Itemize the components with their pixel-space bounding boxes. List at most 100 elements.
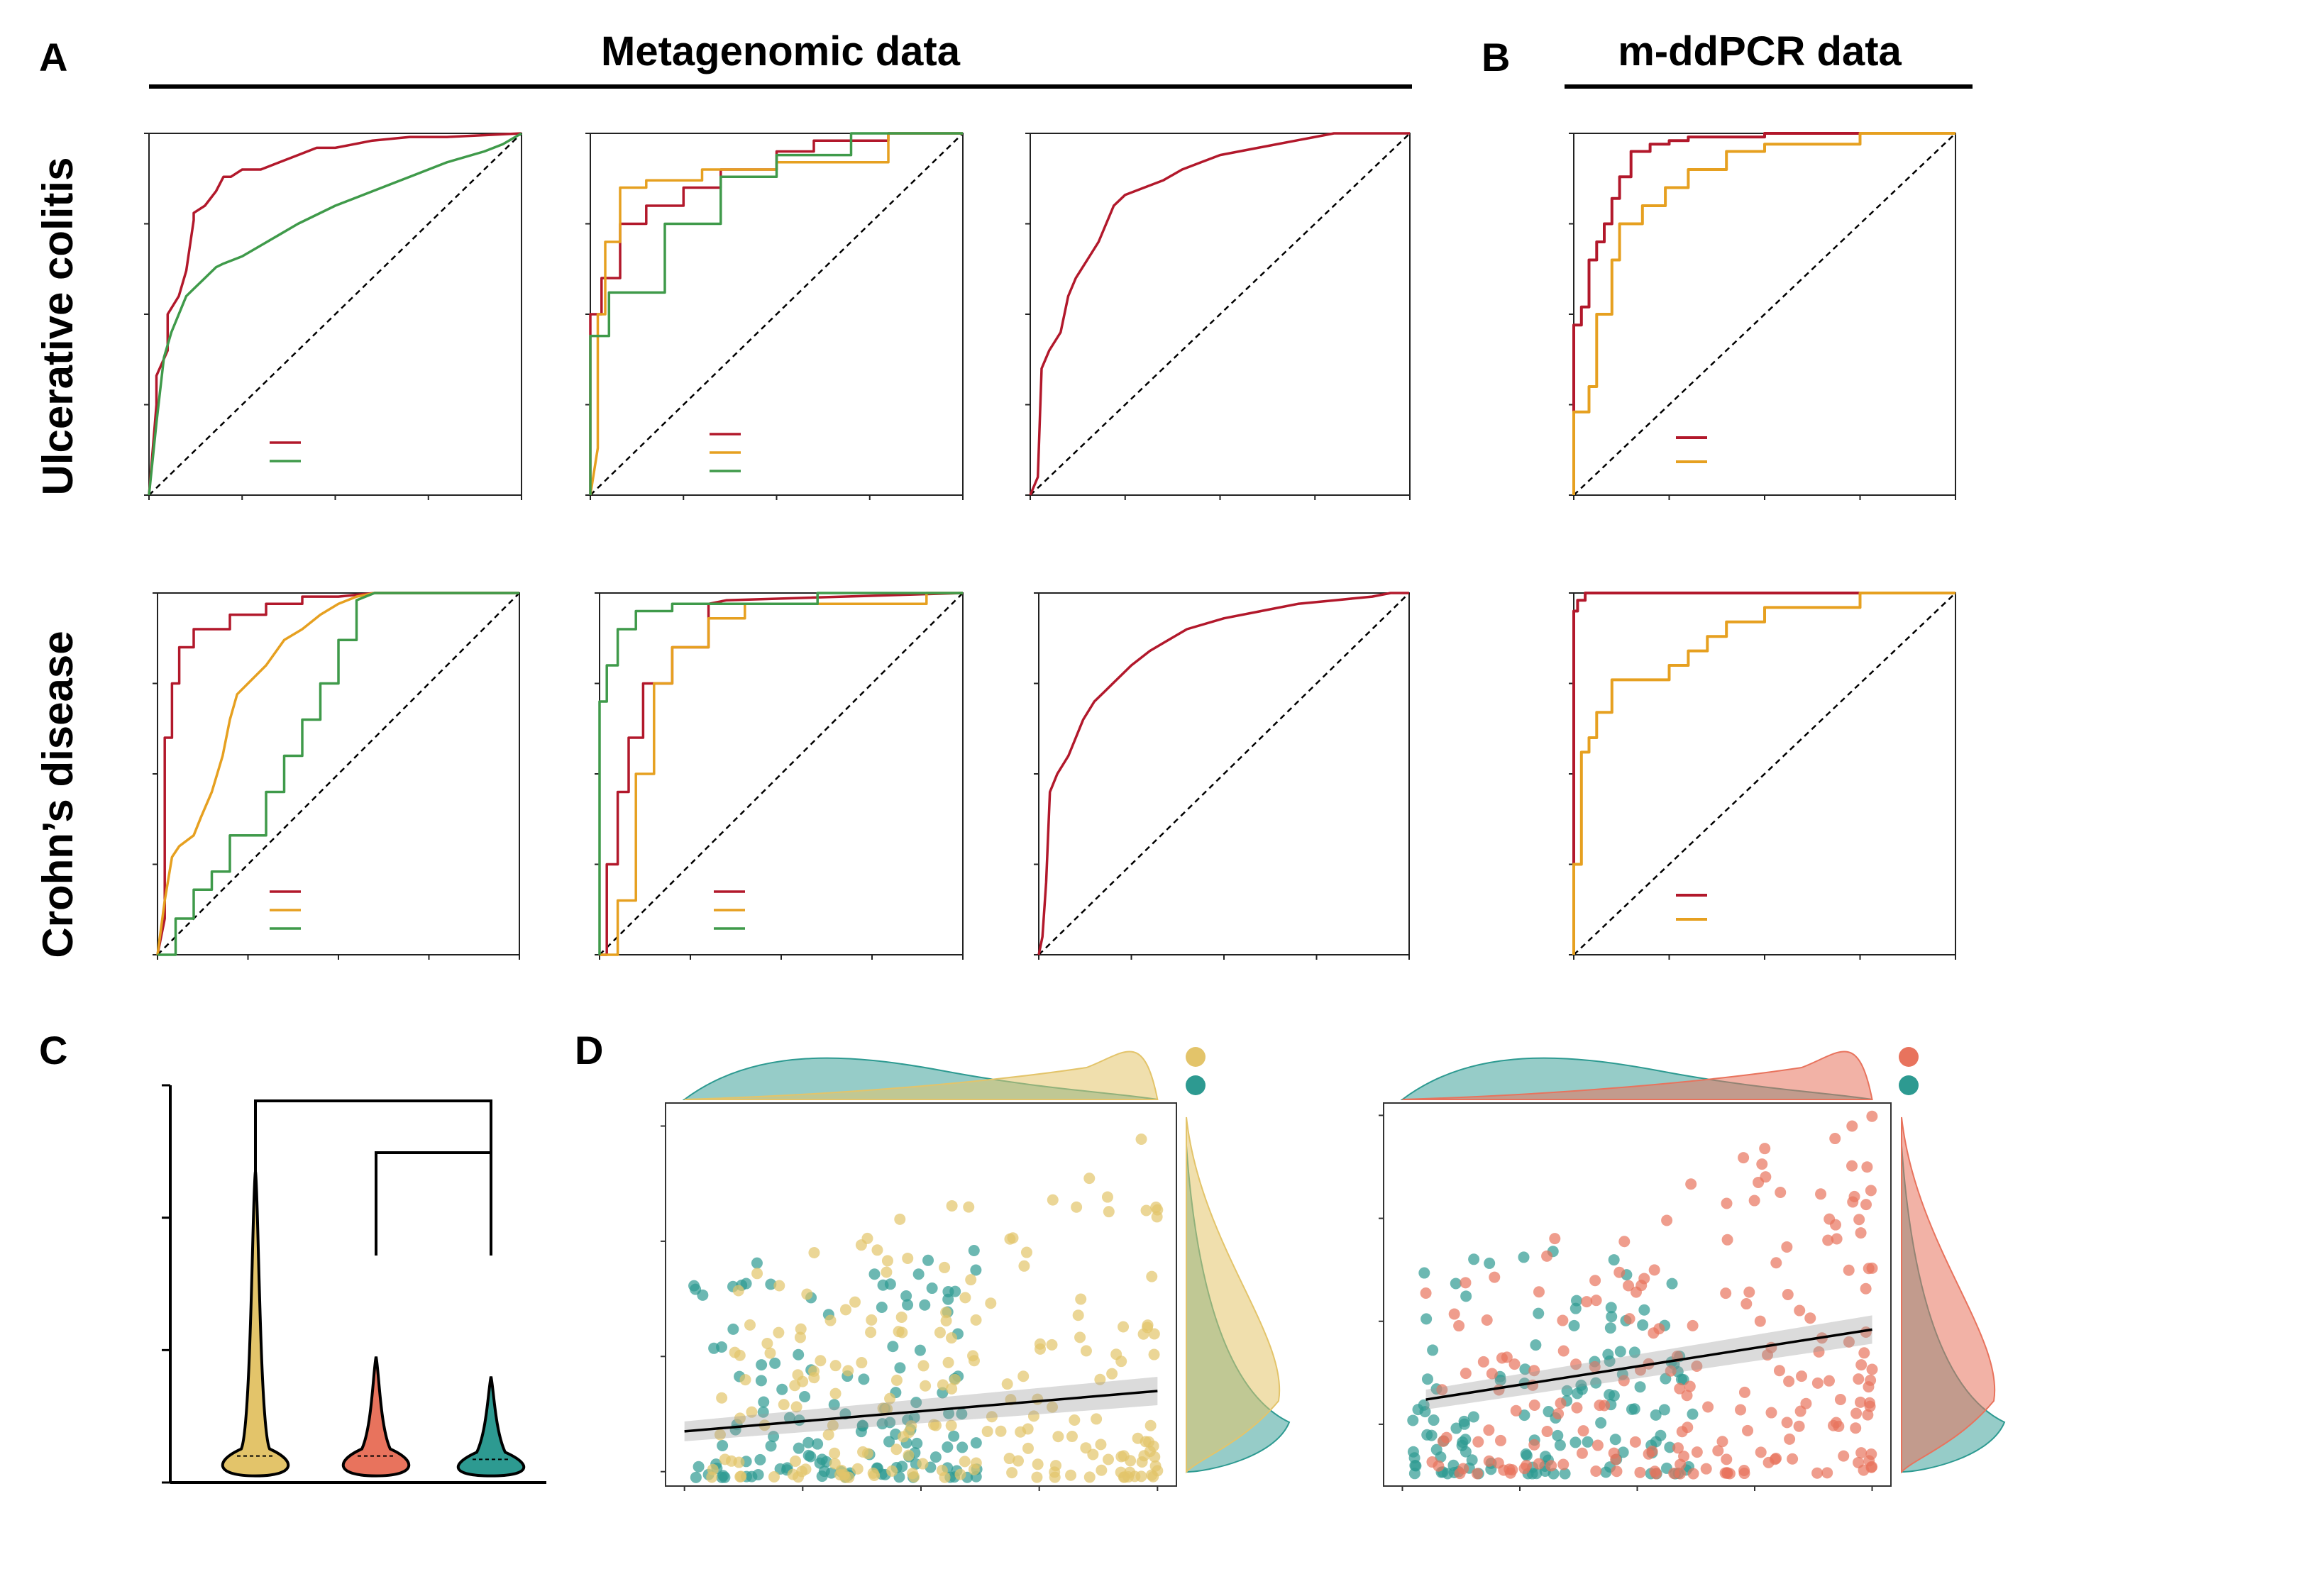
- data-point-cd: [1865, 1374, 1877, 1386]
- data-point-cd: [1829, 1133, 1841, 1145]
- data-point-cd: [1508, 1358, 1521, 1370]
- roc-curve-hk-validation: [156, 592, 519, 955]
- roc-panel-a5: [595, 592, 964, 960]
- data-point-cd: [1755, 1446, 1767, 1458]
- data-point-cd: [1629, 1436, 1641, 1448]
- data-point-cd: [1545, 1460, 1557, 1472]
- data-point-uc: [877, 1402, 889, 1414]
- data-point-uc: [936, 1464, 948, 1476]
- data-point-cd: [1685, 1178, 1697, 1190]
- data-point-controls: [1628, 1403, 1640, 1415]
- significance-bracket: [254, 1099, 492, 1199]
- data-point-controls: [1420, 1313, 1433, 1325]
- data-point-controls: [1460, 1290, 1472, 1302]
- data-point-cd: [1481, 1314, 1493, 1326]
- data-point-uc: [1096, 1464, 1108, 1476]
- data-point-uc: [946, 1382, 958, 1395]
- data-point-cd: [1440, 1431, 1452, 1443]
- data-point-uc: [963, 1201, 975, 1213]
- data-point-controls: [877, 1279, 889, 1291]
- data-point-uc: [842, 1365, 854, 1377]
- data-point-uc: [829, 1360, 842, 1372]
- data-point-uc: [735, 1470, 747, 1483]
- data-point-controls: [1494, 1374, 1506, 1386]
- data-point-uc: [1018, 1260, 1030, 1272]
- data-point-cd: [1672, 1442, 1684, 1454]
- data-point-controls: [828, 1399, 840, 1411]
- data-point-cd: [1610, 1453, 1622, 1465]
- data-point-uc: [895, 1311, 907, 1323]
- data-point-cd: [1862, 1409, 1874, 1421]
- data-point-uc: [1144, 1419, 1157, 1431]
- data-point-uc: [866, 1314, 878, 1326]
- data-point-controls: [1569, 1302, 1582, 1314]
- data-point-cd: [1691, 1446, 1703, 1458]
- data-point-controls: [902, 1299, 914, 1311]
- data-point-controls: [970, 1437, 982, 1449]
- data-point-cd: [1460, 1368, 1472, 1380]
- roc-curve-cd: [1037, 592, 1409, 955]
- data-point-uc: [714, 1429, 726, 1441]
- data-point-cd: [1759, 1143, 1771, 1155]
- data-point-uc: [1118, 1321, 1130, 1333]
- data-point-cd: [1811, 1377, 1824, 1389]
- data-point-uc: [959, 1456, 971, 1468]
- roc-curve-hk-validation: [148, 132, 522, 496]
- data-point-controls: [697, 1289, 709, 1301]
- data-point-uc: [861, 1448, 873, 1460]
- data-point-controls: [911, 1437, 923, 1449]
- data-point-cd: [1590, 1465, 1602, 1478]
- roc-curve-usa: [589, 132, 963, 495]
- data-point-uc: [902, 1252, 914, 1264]
- data-point-cd: [1850, 1422, 1862, 1434]
- data-point-cd: [1754, 1315, 1766, 1327]
- roc-curve-discovery: [156, 592, 519, 955]
- data-point-cd: [1863, 1263, 1875, 1275]
- data-point-cd: [1555, 1397, 1567, 1409]
- data-point-cd: [1735, 1404, 1747, 1416]
- data-point-uc: [1020, 1246, 1032, 1258]
- data-point-controls: [793, 1442, 805, 1454]
- roc-curve-testset: [1572, 132, 1955, 495]
- data-point-controls: [755, 1375, 767, 1387]
- data-point-controls: [825, 1467, 837, 1479]
- data-point-uc: [954, 1468, 966, 1480]
- data-point-cd: [1742, 1424, 1754, 1436]
- data-point-uc: [1146, 1469, 1158, 1481]
- data-point-uc: [1080, 1442, 1092, 1454]
- top-density-uc: [684, 1051, 1159, 1100]
- data-point-uc: [739, 1374, 751, 1386]
- data-point-cd: [1829, 1219, 1841, 1231]
- data-point-cd: [1846, 1120, 1858, 1132]
- data-point-controls: [1427, 1344, 1439, 1356]
- roc-curve-discovery: [148, 132, 522, 496]
- data-point-controls: [768, 1431, 780, 1443]
- data-point-cd: [1815, 1188, 1827, 1200]
- data-point-uc: [898, 1431, 910, 1443]
- data-point-cd: [1784, 1433, 1796, 1445]
- data-point-controls: [1572, 1387, 1584, 1400]
- data-point-uc: [1150, 1201, 1162, 1213]
- data-point-uc: [1022, 1442, 1034, 1454]
- data-point-cd: [1589, 1361, 1601, 1373]
- data-point-cd: [1861, 1161, 1873, 1173]
- data-point-cd: [1748, 1195, 1760, 1207]
- data-point-cd: [1618, 1375, 1630, 1387]
- data-point-cd: [1863, 1397, 1875, 1409]
- data-point-uc: [829, 1447, 841, 1459]
- data-point-uc: [917, 1360, 929, 1372]
- data-point-controls: [929, 1451, 942, 1463]
- data-point-controls: [1457, 1436, 1469, 1448]
- data-point-cd: [1855, 1359, 1868, 1371]
- data-point-cd: [1457, 1463, 1469, 1475]
- roc-curve-netherlands: [589, 132, 963, 496]
- data-point-controls: [751, 1257, 763, 1269]
- data-point-cd: [1591, 1439, 1604, 1451]
- data-point-uc: [1149, 1460, 1162, 1472]
- data-point-uc: [940, 1314, 952, 1326]
- panel-letter-d: D: [575, 1028, 603, 1073]
- data-point-cd: [1843, 1264, 1855, 1276]
- data-point-uc: [778, 1399, 790, 1411]
- data-point-uc: [881, 1266, 893, 1278]
- panel-letter-b: B: [1482, 35, 1510, 79]
